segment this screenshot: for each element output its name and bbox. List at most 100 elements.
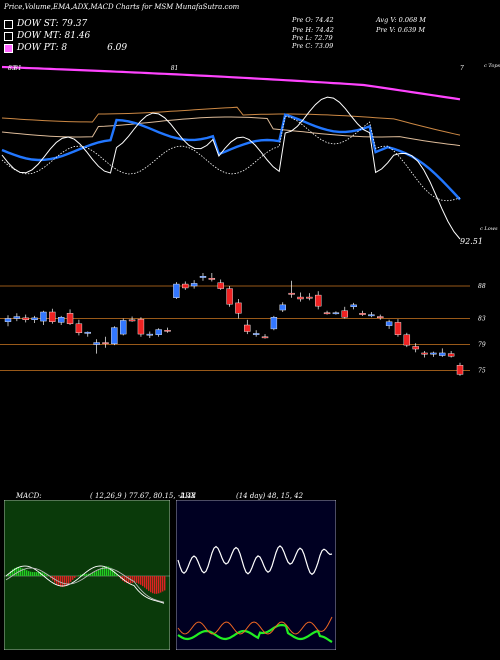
adx-plus-di-line bbox=[177, 623, 333, 643]
macd-histogram-bar bbox=[134, 576, 136, 583]
macd-histogram-bar bbox=[28, 571, 30, 576]
macd-histogram-bar bbox=[114, 571, 116, 576]
adx-minus-di-line bbox=[177, 616, 333, 635]
candle-body bbox=[341, 310, 348, 318]
ema-top-label: 81 bbox=[171, 65, 179, 72]
macd-histogram-bar bbox=[156, 576, 158, 594]
macd-histogram-bar bbox=[34, 572, 36, 576]
macd-histogram-bar bbox=[148, 576, 150, 591]
macd-histogram-bar bbox=[10, 571, 12, 576]
candle-body bbox=[93, 342, 100, 345]
macd-params: ( 12,26,9 ) 77.67, 80.15, -2.48 bbox=[90, 492, 196, 500]
macd-histogram-bar bbox=[20, 567, 22, 576]
legend-extra: 6.09 bbox=[107, 43, 128, 53]
adx-line bbox=[177, 545, 333, 576]
macd-histogram-bar bbox=[72, 576, 74, 580]
adx-params: (14 day) 48, 15, 42 bbox=[236, 492, 304, 500]
ema-line-magenta bbox=[1, 65, 461, 101]
macd-histogram-bar bbox=[66, 576, 68, 586]
macd-histogram-bar bbox=[42, 572, 44, 576]
macd-histogram-bar bbox=[26, 570, 28, 576]
candle-body bbox=[447, 353, 455, 357]
candle-body bbox=[456, 365, 464, 375]
ema-line-tan bbox=[1, 116, 461, 147]
candle-body bbox=[31, 317, 38, 321]
ema-top-label: 81 bbox=[14, 65, 22, 72]
macd-histogram-bar bbox=[90, 573, 92, 576]
candle-body bbox=[359, 313, 366, 315]
candle-body bbox=[270, 317, 278, 330]
candle-body bbox=[430, 352, 437, 355]
candle-body bbox=[57, 317, 65, 323]
macd-histogram-bar bbox=[86, 573, 88, 576]
candle-body bbox=[182, 283, 189, 289]
macd-histogram-bar bbox=[62, 576, 64, 587]
legend-item: DOW MT: 81.46 bbox=[4, 31, 90, 41]
ema-line-dotted bbox=[1, 115, 461, 202]
ema-top-label: 83 bbox=[8, 65, 16, 72]
legend-label: DOW ST: 79.37 bbox=[17, 19, 88, 29]
stat-avg-vol: Avg V: 0.068 M bbox=[376, 16, 426, 24]
macd-panel bbox=[4, 500, 170, 650]
candle-body bbox=[13, 316, 21, 319]
price-tick-label: 83 bbox=[478, 316, 486, 323]
stat-high: Pre H: 74.42 bbox=[292, 26, 334, 34]
candle-body bbox=[22, 317, 29, 321]
macd-histogram-bar bbox=[102, 567, 104, 576]
ema-top-label: 7 bbox=[460, 65, 464, 72]
stat-close: Pre C: 73.09 bbox=[292, 42, 334, 50]
candle-body bbox=[40, 311, 47, 322]
macd-histogram-bar bbox=[16, 567, 18, 576]
candle-body bbox=[146, 333, 154, 336]
candle-body bbox=[66, 313, 74, 324]
legend-item: DOW PT: 8 6.09 bbox=[4, 43, 127, 53]
price-tick-label: 79 bbox=[478, 342, 486, 349]
stat-low: Pre L: 72.79 bbox=[292, 34, 333, 42]
candle-body bbox=[252, 333, 260, 335]
candle-body bbox=[102, 342, 109, 344]
candle-body bbox=[128, 319, 136, 322]
candle-body bbox=[173, 283, 180, 298]
candle-body bbox=[314, 294, 322, 307]
macd-histogram-bar bbox=[150, 576, 152, 593]
macd-histogram-bar bbox=[22, 568, 24, 576]
candle-body bbox=[403, 334, 411, 346]
chart-title: Price,Volume,EMA,ADX,MACD Charts for MSM… bbox=[4, 3, 240, 11]
macd-histogram-bar bbox=[140, 576, 142, 585]
candle-body bbox=[244, 324, 251, 332]
macd-histogram-bar bbox=[32, 572, 34, 576]
macd-histogram-bar bbox=[122, 576, 124, 581]
macd-histogram-bar bbox=[124, 576, 126, 583]
macd-histogram-bar bbox=[108, 566, 110, 576]
macd-histogram-bar bbox=[74, 576, 76, 579]
lower-annotation: c Lows bbox=[480, 226, 498, 232]
macd-histogram-bar bbox=[152, 576, 154, 594]
ema-line-blue bbox=[1, 113, 461, 201]
macd-histogram-bar bbox=[70, 576, 72, 582]
candle-body bbox=[439, 352, 446, 356]
macd-histogram-bar bbox=[160, 576, 162, 593]
macd-histogram-bar bbox=[36, 572, 38, 576]
macd-histogram-bar bbox=[94, 571, 96, 576]
macd-histogram-bar bbox=[92, 572, 94, 576]
macd-histogram-bar bbox=[24, 569, 26, 576]
candle-body bbox=[288, 292, 295, 295]
legend-item: DOW ST: 79.37 bbox=[4, 19, 87, 29]
candle-body bbox=[137, 318, 145, 335]
macd-histogram-bar bbox=[98, 569, 100, 576]
candle-body bbox=[368, 314, 375, 317]
macd-histogram-bar bbox=[44, 573, 46, 576]
candle-body bbox=[164, 330, 171, 332]
ema-line-brown bbox=[1, 106, 461, 136]
legend-swatch bbox=[4, 31, 13, 41]
candle-body bbox=[261, 336, 269, 339]
macd-histogram-bar bbox=[116, 573, 118, 576]
macd-histogram-bar bbox=[46, 574, 48, 576]
macd-histogram-bar bbox=[106, 566, 108, 576]
candle-body bbox=[279, 304, 286, 311]
macd-histogram-bar bbox=[64, 576, 66, 587]
legend-swatch bbox=[4, 19, 13, 29]
ema-line-white bbox=[1, 96, 461, 240]
macd-histogram-bar bbox=[112, 569, 114, 576]
macd-title: MACD: bbox=[16, 492, 42, 500]
